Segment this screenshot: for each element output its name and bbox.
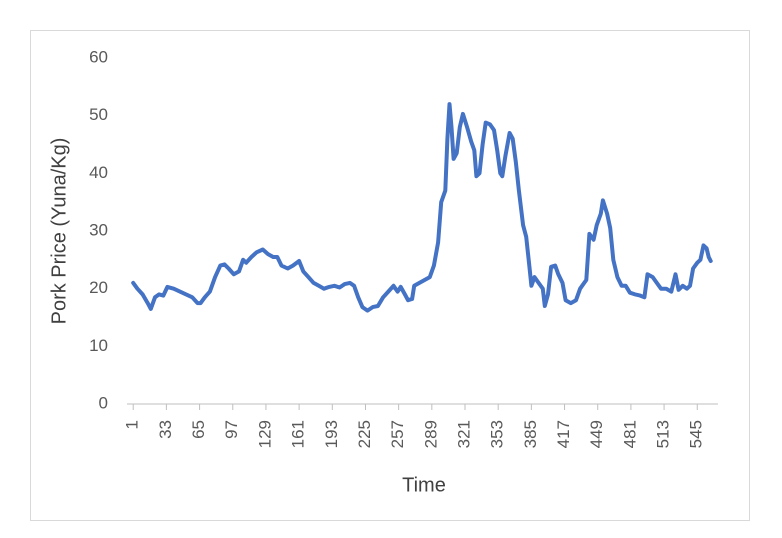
x-tick-label: 65	[189, 420, 208, 439]
y-tick-label: 50	[89, 105, 108, 124]
x-tick-label: 321	[454, 420, 473, 448]
x-tick-label: 97	[222, 420, 241, 439]
y-tick-label: 20	[89, 278, 108, 297]
y-tick-label: 10	[89, 336, 108, 355]
x-tick-label: 129	[255, 420, 274, 448]
x-tick-label: 385	[521, 420, 540, 448]
x-tick-label: 513	[654, 420, 673, 448]
y-tick-label: 40	[89, 163, 108, 182]
x-tick-label: 257	[388, 420, 407, 448]
x-tick-label: 417	[554, 420, 573, 448]
x-tick-label: 481	[620, 420, 639, 448]
y-axis-title: Pork Price (Yuna/Kg)	[48, 138, 70, 325]
chart-border	[30, 30, 750, 521]
x-tick-label: 289	[421, 420, 440, 448]
x-tick-label: 193	[322, 420, 341, 448]
x-tick-label: 449	[587, 420, 606, 448]
x-axis-title: Time	[402, 474, 446, 496]
x-tick-label: 33	[156, 420, 175, 439]
x-tick-label: 225	[355, 420, 374, 448]
y-tick-label: 0	[99, 393, 108, 412]
price-line	[131, 102, 713, 313]
x-tick-label: 161	[289, 420, 308, 448]
x-tick-label: 1	[123, 420, 142, 429]
y-tick-label: 30	[89, 220, 108, 239]
x-tick-label: 353	[488, 420, 507, 448]
x-tick-label: 545	[687, 420, 706, 448]
y-tick-label: 60	[89, 47, 108, 66]
